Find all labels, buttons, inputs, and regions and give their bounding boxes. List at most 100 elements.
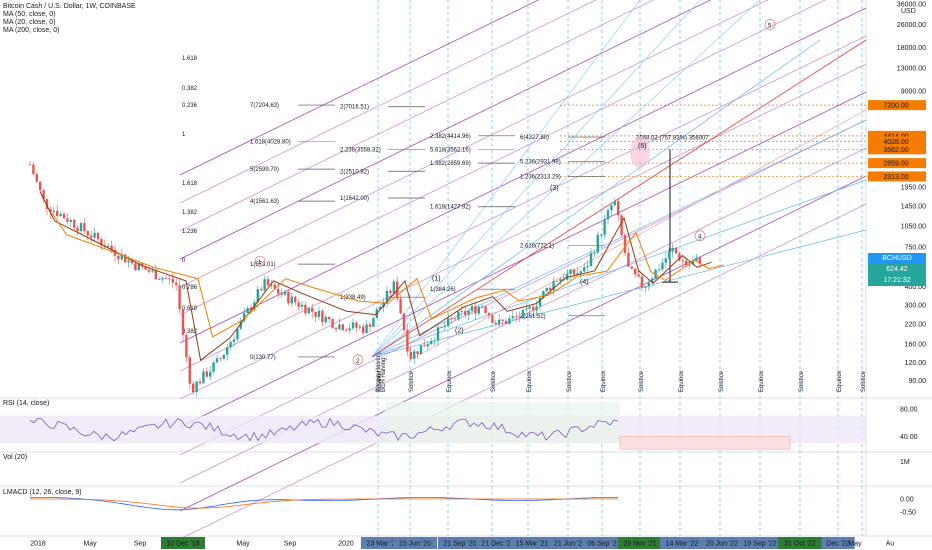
candle-body xyxy=(385,290,389,303)
candle-body xyxy=(307,307,310,314)
corrective-wave-label: 5 xyxy=(768,23,772,29)
wave-label: (1) xyxy=(432,276,441,283)
candle-body xyxy=(290,296,293,304)
candle-body xyxy=(433,340,436,342)
candle-body xyxy=(464,311,467,315)
candle-body xyxy=(521,309,525,318)
candle-body xyxy=(617,201,620,216)
fib-extension-label: 1(338.49) xyxy=(340,295,366,301)
candle-body xyxy=(270,284,273,286)
candle-body xyxy=(151,270,154,272)
candle-body xyxy=(538,298,542,307)
candle-body xyxy=(311,307,314,312)
candle-body xyxy=(494,322,497,325)
candle-body xyxy=(283,291,287,295)
candle-body xyxy=(372,318,375,327)
candle-body xyxy=(124,254,127,263)
time-tick-label: 10 Dec '18 xyxy=(166,541,199,548)
price-tick-label: 9000.00 xyxy=(901,89,926,96)
fib-extension-label: 1.236(2313.29) xyxy=(520,174,561,180)
pitchfork-line xyxy=(179,203,867,540)
candle-body xyxy=(368,324,372,327)
fib-extension-label: 5.236(2931.98) xyxy=(520,160,561,166)
time-tick-label: 2020 xyxy=(338,541,354,548)
chart-legend: Bitcoin Cash / U.S. Dollar, 1W, COINBASE… xyxy=(3,3,136,35)
volume-tick-label: 1M xyxy=(900,459,910,466)
pitchfork-line xyxy=(179,7,867,344)
candle-body xyxy=(691,261,695,265)
candle-body xyxy=(256,289,259,303)
candle-body xyxy=(110,245,113,250)
candle-body xyxy=(695,257,698,262)
candle-body xyxy=(613,201,616,206)
candle-body xyxy=(470,306,474,311)
candle-body xyxy=(596,234,599,253)
cycle-marker-label: Equinox xyxy=(837,370,843,392)
candle-body xyxy=(209,371,212,377)
price-tick-label: 1050.00 xyxy=(901,224,926,231)
candle-body xyxy=(362,326,365,333)
candle-body xyxy=(430,340,433,345)
pitchfork-level-label: 1.618 xyxy=(182,181,198,187)
time-tick-label: May xyxy=(848,541,862,548)
pitchfork-line xyxy=(179,0,826,316)
candle-body xyxy=(171,278,174,283)
cycle-marker-label: Solstice xyxy=(567,370,573,392)
time-tick-label: 19 Sep '22 xyxy=(743,541,776,548)
candle-body xyxy=(481,306,484,308)
candle-body xyxy=(634,268,637,275)
candle-body xyxy=(583,267,586,272)
candle-body xyxy=(668,251,671,259)
candle-body xyxy=(117,255,120,260)
pitchfork-level-label: 0.618 xyxy=(182,306,198,312)
candle-body xyxy=(219,358,222,360)
candle-body xyxy=(260,289,263,291)
candle-body xyxy=(603,219,606,235)
rsi-tick-label: 80.00 xyxy=(900,406,918,413)
candle-body xyxy=(297,302,300,307)
candle-body xyxy=(86,231,89,236)
candle-body xyxy=(532,306,535,311)
candle-body xyxy=(93,232,96,238)
price-tick-label: 220.00 xyxy=(905,322,927,329)
macd-line xyxy=(29,497,619,511)
measure-label: 3568.02 (757.83%) 356007 xyxy=(636,135,709,141)
candle-body xyxy=(487,312,491,316)
candle-body xyxy=(399,298,402,314)
candle-body xyxy=(610,205,613,211)
candle-body xyxy=(202,371,205,384)
candle-body xyxy=(678,253,681,261)
candle-body xyxy=(249,308,253,310)
corrective-wave-marker xyxy=(352,354,364,366)
candle-body xyxy=(35,174,38,182)
fib-extension-label: 7(7204.63) xyxy=(250,103,279,109)
candle-body xyxy=(501,319,504,321)
time-tick-label: Dec '22 xyxy=(826,541,850,548)
candle-body xyxy=(440,326,443,328)
ma50-line xyxy=(51,212,724,338)
candle-body xyxy=(236,328,239,340)
candle-body xyxy=(62,213,66,219)
candle-body xyxy=(243,313,246,321)
price-tick-label: 2859.00 xyxy=(883,161,908,168)
macd-tick-label: -0.50 xyxy=(900,510,916,517)
fan-line xyxy=(371,0,701,358)
candle-body xyxy=(443,326,446,327)
candle-body xyxy=(698,257,701,264)
target-zone xyxy=(630,136,650,169)
candle-body xyxy=(181,309,185,336)
price-tick-label: 13000.00 xyxy=(897,65,926,72)
cycle-marker-label: Equinox xyxy=(377,370,383,392)
ma50-legend: MA (50, close, 0) xyxy=(3,11,56,18)
time-tick-label: May xyxy=(83,541,97,548)
candle-body xyxy=(355,322,358,328)
candle-body xyxy=(657,269,661,271)
candle-body xyxy=(164,278,168,279)
candle-body xyxy=(324,316,327,323)
candle-body xyxy=(535,306,538,311)
time-tick-label: 15 Mar '21 xyxy=(516,541,549,548)
candle-body xyxy=(474,306,477,314)
rsi-target-zone xyxy=(619,436,791,450)
candle-body xyxy=(555,281,559,282)
